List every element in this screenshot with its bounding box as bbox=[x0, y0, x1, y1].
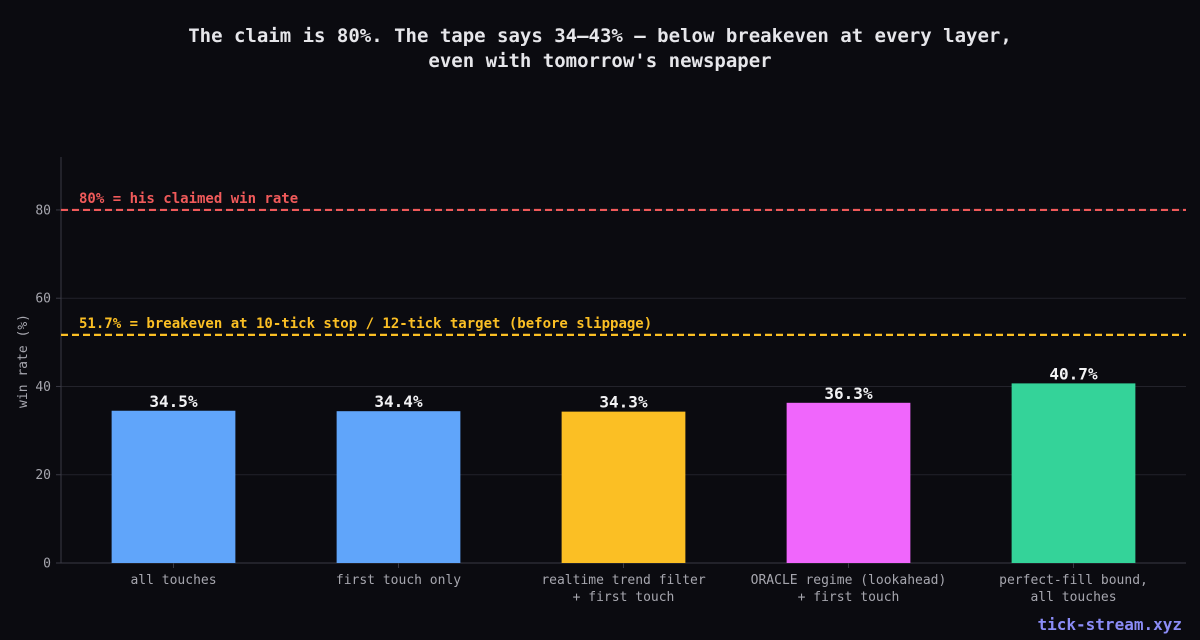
x-tick-label: realtime trend filter bbox=[541, 573, 706, 588]
x-tick-label: all touches bbox=[1030, 590, 1116, 605]
reference-line-label: 80% = his claimed win rate bbox=[79, 191, 298, 207]
y-tick-label: 60 bbox=[35, 292, 51, 307]
bar bbox=[336, 411, 461, 563]
bar-value-label: 34.5% bbox=[149, 392, 198, 411]
y-axis-label: win rate (%) bbox=[16, 314, 31, 408]
x-tick-label: all touches bbox=[130, 573, 216, 588]
y-tick-label: 0 bbox=[43, 557, 51, 572]
bar bbox=[1011, 383, 1136, 563]
bar bbox=[111, 410, 236, 563]
bar-value-label: 34.3% bbox=[599, 393, 648, 412]
bar-value-label: 36.3% bbox=[824, 384, 873, 403]
site-watermark: tick-stream.xyz bbox=[1037, 615, 1183, 634]
x-tick-label: + first touch bbox=[798, 590, 900, 605]
y-tick-label: 80 bbox=[35, 203, 51, 218]
bar bbox=[786, 402, 911, 563]
x-tick-label: perfect-fill bound, bbox=[999, 573, 1148, 588]
y-tick-label: 20 bbox=[35, 468, 51, 483]
bar-value-label: 40.7% bbox=[1049, 364, 1098, 383]
x-tick-label: first touch only bbox=[336, 573, 461, 588]
chart-title-line-1: The claim is 80%. The tape says 34–43% —… bbox=[188, 25, 1012, 47]
chart-title: The claim is 80%. The tape says 34–43% —… bbox=[0, 24, 1200, 74]
x-tick-label: ORACLE regime (lookahead) bbox=[751, 573, 947, 588]
chart-title-line-2: even with tomorrow's newspaper bbox=[428, 50, 772, 72]
bar bbox=[561, 411, 686, 563]
y-tick-label: 40 bbox=[35, 380, 51, 395]
bar-value-label: 34.4% bbox=[374, 392, 423, 411]
reference-line-label: 51.7% = breakeven at 10-tick stop / 12-t… bbox=[79, 316, 652, 332]
x-tick-label: + first touch bbox=[573, 590, 675, 605]
